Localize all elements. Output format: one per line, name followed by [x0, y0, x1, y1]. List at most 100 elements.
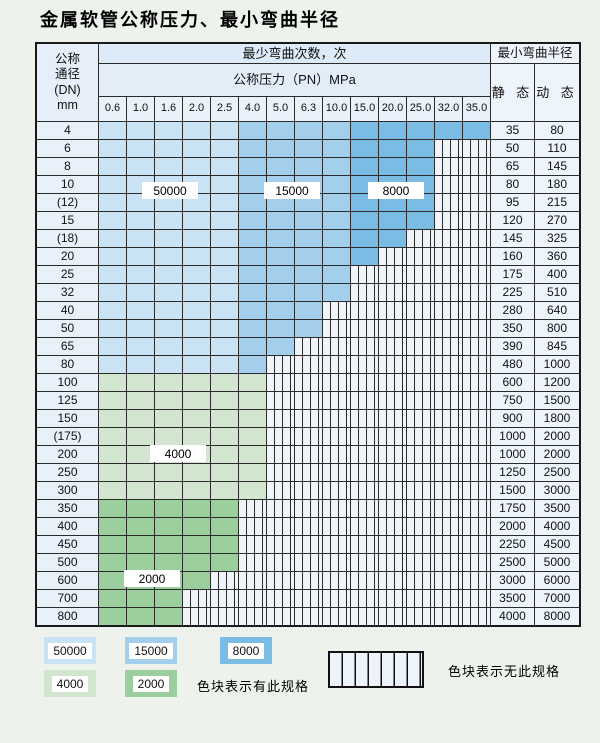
- cell-dn20-p6.3: [295, 248, 322, 265]
- dn-cell-80: 80: [37, 356, 98, 373]
- cell-dn25-p0.6: [99, 266, 126, 283]
- cell-dn80-p6.3: [295, 356, 322, 373]
- dn-cell-350: 350: [37, 500, 98, 517]
- cell-dn125-p35.0: [463, 392, 490, 409]
- cell-dn(12)-p0.6: [99, 194, 126, 211]
- cell-dn400-p2.0: [183, 518, 210, 535]
- legend-swatch-4000: 4000: [44, 670, 96, 697]
- cell-dn65-p35.0: [463, 338, 490, 355]
- cell-dn50-p2.5: [211, 320, 238, 337]
- cell-dn400-p20.0: [379, 518, 406, 535]
- cell-dn500-p15.0: [351, 554, 378, 571]
- cell-dn50-p0.6: [99, 320, 126, 337]
- cell-dn6-p2.0: [183, 140, 210, 157]
- dn-header-line-0: 公称: [54, 52, 80, 67]
- static-cell-450: 2250: [491, 536, 534, 553]
- cell-dn8-p10.0: [323, 158, 350, 175]
- cell-dn(18)-p5.0: [267, 230, 294, 247]
- dn-cell-125: 125: [37, 392, 98, 409]
- cell-dn100-p1.0: [127, 374, 154, 391]
- cell-dn300-p6.3: [295, 482, 322, 499]
- cell-dn250-p5.0: [267, 464, 294, 481]
- zone-label-2000: 2000: [124, 570, 180, 587]
- cell-dn(18)-p0.6: [99, 230, 126, 247]
- cell-dn400-p32.0: [435, 518, 462, 535]
- cell-dn800-p35.0: [463, 608, 490, 625]
- cell-dn350-p20.0: [379, 500, 406, 517]
- cell-dn6-p35.0: [463, 140, 490, 157]
- cell-dn(175)-p25.0: [407, 428, 434, 445]
- cell-dn250-p2.0: [183, 464, 210, 481]
- cell-dn(175)-p4.0: [239, 428, 266, 445]
- dn-cell-(18): (18): [37, 230, 98, 247]
- cell-dn8-p5.0: [267, 158, 294, 175]
- cell-dn800-p15.0: [351, 608, 378, 625]
- cell-dn700-p6.3: [295, 590, 322, 607]
- cell-dn600-p35.0: [463, 572, 490, 589]
- static-cell-8: 65: [491, 158, 534, 175]
- cell-dn15-p0.6: [99, 212, 126, 229]
- dynamic-cell-450: 4500: [535, 536, 579, 553]
- dynamic-cell-250: 2500: [535, 464, 579, 481]
- cell-dn250-p2.5: [211, 464, 238, 481]
- legend-has-spec-text: 色块表示有此规格: [197, 679, 310, 694]
- cell-dn(12)-p4.0: [239, 194, 266, 211]
- cell-dn600-p0.6: [99, 572, 126, 589]
- cell-dn200-p1.0: [127, 446, 154, 463]
- pressure-value-15.0: 15.0: [351, 97, 378, 121]
- dynamic-cell-100: 1200: [535, 374, 579, 391]
- cell-dn40-p35.0: [463, 302, 490, 319]
- cell-dn300-p25.0: [407, 482, 434, 499]
- legend-swatch-label: 15000: [129, 642, 173, 659]
- cell-dn800-p5.0: [267, 608, 294, 625]
- cell-dn(175)-p10.0: [323, 428, 350, 445]
- cell-dn8-p20.0: [379, 158, 406, 175]
- cell-dn100-p15.0: [351, 374, 378, 391]
- cell-dn150-p4.0: [239, 410, 266, 427]
- dynamic-cell-65: 845: [535, 338, 579, 355]
- dynamic-cell-10: 180: [535, 176, 579, 193]
- cell-dn10-p35.0: [463, 176, 490, 193]
- cell-dn80-p15.0: [351, 356, 378, 373]
- static-cell-600: 3000: [491, 572, 534, 589]
- cell-dn300-p2.5: [211, 482, 238, 499]
- dynamic-cell-6: 110: [535, 140, 579, 157]
- cell-dn450-p4.0: [239, 536, 266, 553]
- cell-dn100-p6.3: [295, 374, 322, 391]
- cell-dn65-p10.0: [323, 338, 350, 355]
- cell-dn65-p2.0: [183, 338, 210, 355]
- dynamic-cell-15: 270: [535, 212, 579, 229]
- cell-dn400-p5.0: [267, 518, 294, 535]
- dynamic-cell-700: 7000: [535, 590, 579, 607]
- dynamic-cell-40: 640: [535, 302, 579, 319]
- static-cell-500: 2500: [491, 554, 534, 571]
- cell-dn80-p5.0: [267, 356, 294, 373]
- cell-dn40-p20.0: [379, 302, 406, 319]
- cell-dn150-p15.0: [351, 410, 378, 427]
- cell-dn32-p0.6: [99, 284, 126, 301]
- pressure-value-20.0: 20.0: [379, 97, 406, 121]
- cell-dn700-p25.0: [407, 590, 434, 607]
- static-cell-100: 600: [491, 374, 534, 391]
- cell-dn50-p1.0: [127, 320, 154, 337]
- cell-dn(175)-p2.5: [211, 428, 238, 445]
- cell-dn100-p1.6: [155, 374, 182, 391]
- cell-dn65-p1.0: [127, 338, 154, 355]
- cell-dn15-p20.0: [379, 212, 406, 229]
- cell-dn4-p6.3: [295, 122, 322, 139]
- cell-dn150-p2.5: [211, 410, 238, 427]
- cell-dn25-p15.0: [351, 266, 378, 283]
- cell-dn(12)-p35.0: [463, 194, 490, 211]
- cell-dn25-p6.3: [295, 266, 322, 283]
- cell-dn40-p0.6: [99, 302, 126, 319]
- cell-dn(175)-p15.0: [351, 428, 378, 445]
- cell-dn350-p1.0: [127, 500, 154, 517]
- cell-dn8-p6.3: [295, 158, 322, 175]
- cell-dn350-p35.0: [463, 500, 490, 517]
- cell-dn200-p0.6: [99, 446, 126, 463]
- legend-swatch-15000: 15000: [125, 637, 177, 664]
- cell-dn(175)-p0.6: [99, 428, 126, 445]
- cell-dn20-p15.0: [351, 248, 378, 265]
- cell-dn(175)-p1.0: [127, 428, 154, 445]
- cell-dn8-p2.0: [183, 158, 210, 175]
